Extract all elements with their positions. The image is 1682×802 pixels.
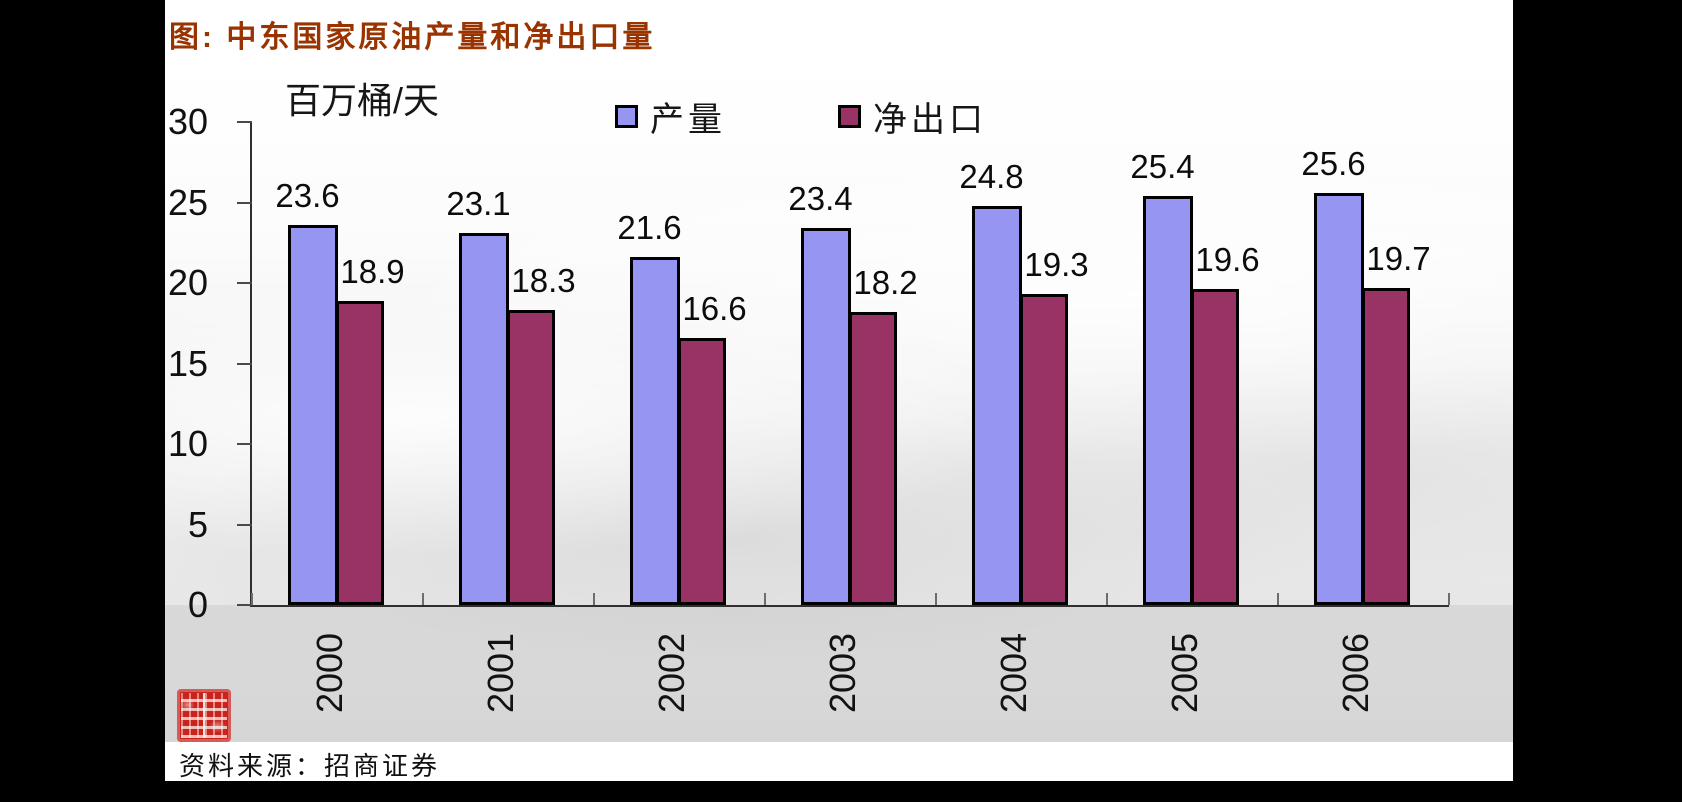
- y-axis-tick: [237, 121, 252, 123]
- x-axis-tick: [1106, 593, 1108, 605]
- data-label-net-export: 16.6: [682, 289, 747, 327]
- x-axis-tick: [1448, 593, 1450, 605]
- x-axis-tick: [1277, 593, 1279, 605]
- x-axis-tick: [251, 593, 253, 605]
- data-label-net-export: 19.6: [1195, 241, 1260, 279]
- legend-label-net-export: 净出口: [873, 101, 987, 139]
- y-axis-tick-label: 25: [167, 181, 208, 223]
- x-axis-category-label: 2002: [650, 632, 692, 714]
- x-axis-category-label: 2006: [1334, 632, 1376, 714]
- y-axis-tick-label: 0: [187, 584, 208, 625]
- y-axis-tick: [237, 604, 252, 606]
- data-label-net-export: 18.9: [340, 252, 405, 290]
- legend-swatch-production-icon: [615, 105, 638, 128]
- data-label-production: 25.4: [1130, 148, 1195, 186]
- bar-net-export: [848, 311, 897, 605]
- x-axis-category-label: 2003: [821, 632, 863, 714]
- y-axis-tick-label: 20: [167, 262, 208, 303]
- x-axis-category-label: 2001: [479, 632, 521, 714]
- bar-net-export: [1019, 294, 1068, 605]
- x-axis-tick: [593, 593, 595, 605]
- bar-net-export: [335, 300, 384, 605]
- data-label-production: 23.6: [275, 177, 340, 215]
- data-label-production: 23.1: [446, 185, 511, 223]
- plot-area: 0 5 10 15 20 25 30 23.6 18.9 2000 23.1 18.3 2001 21.6…: [168, 104, 1450, 713]
- y-axis-tick: [237, 362, 252, 365]
- x-axis-tick: [764, 593, 766, 605]
- red-seal-stamp-icon: [177, 689, 231, 742]
- chart-title: 图: 中东国家原油产量和净出口量: [169, 21, 656, 54]
- y-axis-tick-label: 15: [167, 342, 208, 384]
- bar-production: [1142, 196, 1193, 605]
- x-axis-tick: [935, 593, 937, 605]
- legend-item-net-export: 净出口: [838, 92, 987, 141]
- y-axis-tick-label: 5: [187, 503, 208, 545]
- x-axis-tick: [422, 593, 424, 605]
- data-label-production: 25.6: [1301, 144, 1366, 182]
- y-axis-tick: [237, 523, 252, 526]
- source-note: 资料来源：招商证券: [179, 751, 441, 781]
- legend-item-production: 产量: [615, 92, 726, 141]
- data-label-net-export: 19.3: [1024, 246, 1089, 284]
- bar-net-export: [677, 337, 726, 605]
- y-axis-tick-label: 30: [167, 101, 208, 142]
- bar-net-export: [1190, 289, 1239, 605]
- data-label-production: 23.4: [788, 180, 853, 218]
- data-label-net-export: 18.2: [853, 263, 918, 301]
- report-page: 图: 中东国家原油产量和净出口量 百万桶/天 产量 净出口 0 5 10 15 20 25…: [165, 0, 1513, 781]
- data-label-net-export: 19.7: [1366, 239, 1431, 277]
- x-axis-category-label: 2005: [1163, 632, 1205, 714]
- bar-net-export: [1361, 287, 1410, 605]
- data-label-production: 24.8: [959, 157, 1024, 195]
- y-axis-tick-label: 10: [167, 423, 208, 464]
- legend-swatch-net-export-icon: [838, 105, 861, 128]
- bar-production: [800, 228, 851, 605]
- category-band: [165, 605, 1513, 742]
- data-label-production: 21.6: [617, 209, 682, 247]
- bar-net-export: [506, 310, 555, 605]
- chart-legend: 产量 净出口: [615, 92, 987, 141]
- data-label-net-export: 18.3: [511, 262, 576, 300]
- bar-chart: 百万桶/天 产量 净出口 0 5 10 15 20 25 30 23.6 18.9 2000 23.…: [165, 64, 1513, 742]
- x-axis-category-label: 2004: [992, 632, 1034, 714]
- y-axis-tick: [237, 201, 252, 204]
- y-axis-tick: [237, 282, 252, 284]
- y-axis-tick: [237, 443, 252, 445]
- x-axis-category-label: 2000: [308, 632, 350, 714]
- bar-production: [971, 205, 1022, 605]
- legend-label-production: 产量: [650, 101, 726, 139]
- y-axis-unit-label: 百万桶/天: [285, 80, 440, 121]
